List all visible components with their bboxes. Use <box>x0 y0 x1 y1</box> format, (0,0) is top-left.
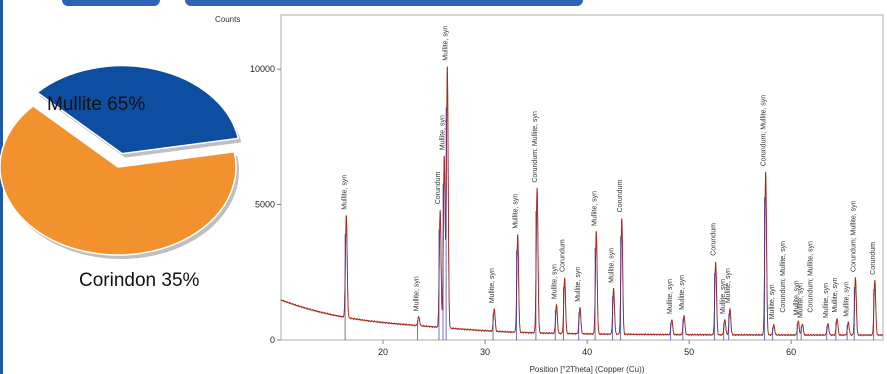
x-tick-label: 30 <box>480 347 490 357</box>
peak-label: Mullite, syn <box>793 280 800 315</box>
top-banner <box>0 0 887 12</box>
peak-label: Mullite, syn <box>609 248 616 283</box>
y-axis-label: Counts <box>215 15 240 24</box>
peak-label: Mullite, syn <box>439 115 446 150</box>
peak-label: Mullite, syn <box>667 279 674 314</box>
pie-slice-corindon <box>35 64 240 155</box>
y-tick-label: 0 <box>270 335 275 345</box>
peak-label: Corundum; Mullite, syn <box>850 200 857 272</box>
diffraction-pattern-line <box>280 66 883 337</box>
peak-label: Mullite, syn <box>843 282 850 317</box>
plot-area <box>280 14 884 341</box>
y-tick-label: 5000 <box>255 200 275 210</box>
peak-label: Mullite, syn <box>769 284 776 319</box>
peak-label: Corundum <box>560 239 567 272</box>
x-tick-label: 40 <box>582 347 592 357</box>
peak-label: Mullite, syn <box>513 194 520 229</box>
x-axis-label: Position [°2Theta] (Copper (Cu)) <box>530 365 645 374</box>
peak-label: Corundum <box>711 223 718 256</box>
peak-label: Corundum; Mullite, syn <box>532 111 539 183</box>
pie-svg <box>0 64 242 260</box>
pie-label-corindon: Corindon 35% <box>79 270 200 291</box>
x-tick-label: 60 <box>786 347 796 357</box>
peak-label: Corundum; Mullite, syn <box>761 95 768 167</box>
peak-label: Corundum <box>435 171 442 204</box>
peak-label: Mullite, syn <box>341 175 348 210</box>
peak-label: Mullite, syn <box>720 279 727 314</box>
peak-label: Mullite, syn <box>679 275 686 310</box>
peak-label: Corundum; Mullite, syn <box>808 241 815 313</box>
peak-label: Mullite, syn <box>442 26 449 61</box>
peak-label: Mullite, syn <box>823 283 830 318</box>
peak-label: Corundum <box>617 180 624 213</box>
peak-label: Corundum <box>870 242 877 275</box>
peak-label: Mullite, syn <box>551 264 558 299</box>
pie-label-mullite: Mullite 65% <box>47 94 146 115</box>
phase-pie-chart: Mullite 65% Corindon 35% <box>0 0 250 374</box>
peak-label: Mullite, syn <box>575 267 582 302</box>
peak-label: Mullite, syn <box>414 276 421 311</box>
x-tick-label: 20 <box>378 347 388 357</box>
slide-left-edge <box>0 0 3 374</box>
peak-label: Mullite, syn <box>489 268 496 303</box>
peak-label: Mullite, syn <box>725 268 732 303</box>
peak-label: Mullite, syn <box>591 191 598 226</box>
x-tick-label: 50 <box>684 347 694 357</box>
y-tick-label: 10000 <box>250 64 275 74</box>
pie-slice-mullite <box>0 104 237 256</box>
peak-label: Mullite, syn <box>832 278 839 313</box>
peak-label: Mullite, syn <box>797 283 804 318</box>
peak-label: Corundum; Mullite, syn <box>780 241 787 313</box>
